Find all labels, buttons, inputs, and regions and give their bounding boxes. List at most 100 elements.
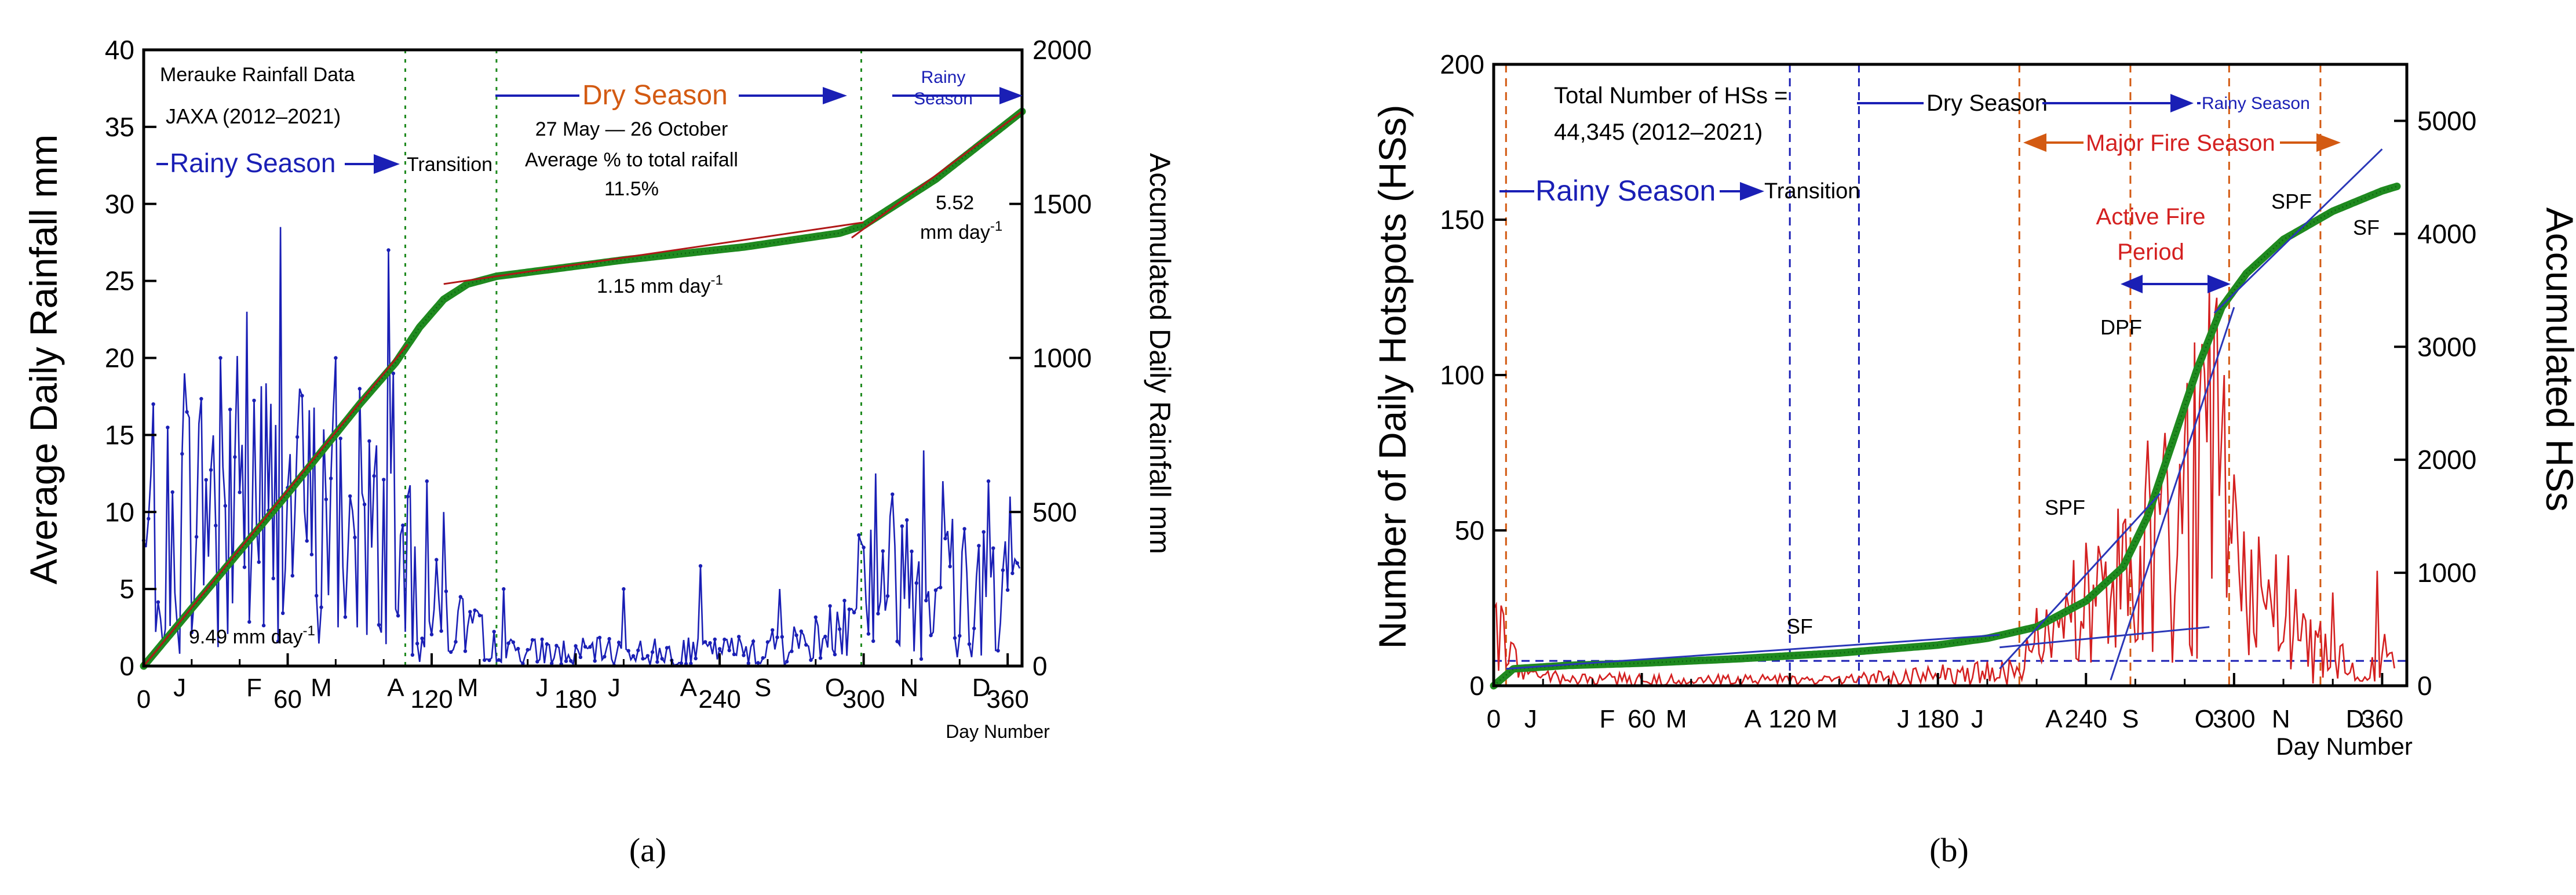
daily-data-point bbox=[597, 635, 602, 640]
daily-data-point bbox=[895, 639, 899, 643]
daily-data-point bbox=[353, 535, 357, 540]
y-left-tick-label: 0 bbox=[1469, 671, 1484, 701]
daily-data-point bbox=[852, 610, 856, 614]
daily-data-point bbox=[847, 607, 852, 612]
daily-data-point bbox=[483, 658, 487, 662]
daily-data-point bbox=[209, 468, 213, 472]
daily-data-point bbox=[564, 659, 568, 663]
daily-data-point bbox=[910, 550, 914, 554]
panel-a-y-right-title: Accumulated Daily Rainfall mm bbox=[1144, 153, 1176, 554]
daily-data-point bbox=[607, 636, 611, 641]
x-tick-label: 180 bbox=[554, 685, 597, 714]
month-label: N bbox=[2272, 705, 2290, 733]
daily-data-point bbox=[391, 371, 395, 376]
panel-a-guides bbox=[404, 50, 862, 666]
daily-data-point bbox=[660, 657, 664, 661]
daily-data-point bbox=[804, 643, 808, 647]
daily-data-point bbox=[334, 356, 338, 360]
daily-series-line bbox=[143, 227, 1021, 668]
panel-b-guides bbox=[1494, 64, 2407, 686]
daily-data-point bbox=[463, 649, 468, 653]
x-tick-label: 0 bbox=[137, 685, 151, 714]
panel-b-active-arrowhead-left bbox=[2121, 275, 2143, 293]
daily-data-point bbox=[449, 650, 453, 654]
panel-b-fire-arrowhead-left bbox=[2023, 133, 2046, 152]
daily-data-point bbox=[257, 560, 261, 564]
panel-a-rainy-right-2: Season bbox=[914, 89, 973, 108]
x-tick-label: 0 bbox=[1487, 705, 1501, 733]
daily-data-point bbox=[593, 659, 597, 663]
panel-a-dry-season-label: Dry Season bbox=[582, 80, 728, 111]
y-right-tick-label: 1000 bbox=[2417, 558, 2476, 588]
panel-b-fit-lines bbox=[1506, 148, 2383, 681]
y-left-tick-label: 40 bbox=[105, 35, 134, 65]
daily-data-point bbox=[626, 649, 630, 653]
daily-data-point bbox=[377, 623, 381, 627]
daily-data-point bbox=[933, 588, 938, 592]
panel-a-accumulated-series bbox=[140, 107, 1026, 670]
daily-data-point bbox=[319, 605, 323, 609]
daily-data-point bbox=[506, 641, 510, 645]
daily-data-point bbox=[454, 640, 458, 644]
daily-data-point bbox=[238, 490, 242, 494]
panel-a-rate-dry: 1.15 mm day-1 bbox=[597, 272, 723, 297]
daily-data-point bbox=[535, 660, 539, 664]
y-right-tick-label: 0 bbox=[1032, 651, 1048, 681]
daily-data-point bbox=[631, 654, 636, 658]
daily-data-point bbox=[281, 611, 285, 616]
panel-a-fit-lines bbox=[143, 111, 1023, 667]
y-left-tick-label: 15 bbox=[105, 420, 134, 450]
month-label: J bbox=[608, 674, 621, 702]
daily-data-point bbox=[732, 652, 736, 657]
daily-data-point bbox=[233, 455, 237, 459]
daily-data-point bbox=[329, 476, 333, 481]
daily-data-point bbox=[924, 598, 928, 603]
daily-data-point bbox=[1015, 561, 1019, 565]
daily-data-point bbox=[813, 615, 818, 620]
x-tick-label: 240 bbox=[2065, 705, 2107, 733]
fit-line bbox=[1999, 626, 2210, 649]
daily-data-point bbox=[737, 635, 741, 639]
daily-data-point bbox=[765, 640, 770, 644]
daily-data-point bbox=[185, 410, 189, 414]
daily-data-point bbox=[194, 534, 199, 539]
daily-data-point bbox=[357, 387, 362, 391]
x-tick-label: 60 bbox=[1628, 705, 1656, 733]
y-left-tick-label: 20 bbox=[105, 343, 134, 373]
daily-data-point bbox=[199, 396, 203, 401]
daily-data-point bbox=[866, 632, 871, 636]
daily-data-point bbox=[717, 647, 722, 651]
panel-b-y-right-title: Accumulated HSs bbox=[2538, 208, 2576, 512]
daily-data-point bbox=[214, 523, 218, 527]
daily-data-point bbox=[415, 642, 419, 646]
daily-data-point bbox=[962, 527, 966, 531]
daily-data-point bbox=[420, 636, 424, 641]
panel-a-y-left-title: Average Daily Rainfall mm bbox=[22, 134, 65, 584]
daily-data-point bbox=[948, 565, 952, 569]
daily-data-point bbox=[156, 600, 160, 604]
daily-data-point bbox=[242, 565, 247, 569]
month-label: D bbox=[972, 674, 991, 702]
panel-b-total-1: Total Number of HSs = bbox=[1554, 83, 1788, 108]
daily-data-point bbox=[679, 661, 684, 665]
daily-data-point bbox=[641, 657, 645, 661]
daily-data-point bbox=[857, 533, 861, 537]
daily-data-point bbox=[713, 637, 717, 642]
panel-b-sf-high: SF bbox=[2353, 216, 2380, 239]
x-tick-label: 300 bbox=[842, 685, 885, 714]
daily-data-point bbox=[550, 661, 554, 665]
daily-data-point bbox=[689, 661, 693, 665]
fit-line bbox=[1506, 634, 2000, 670]
panel-b-spf-low: SPF bbox=[2045, 496, 2085, 519]
daily-data-point bbox=[636, 648, 640, 653]
panel-a-rainy-season-label: Rainy Season bbox=[170, 148, 335, 178]
panel-b-x-title: Day Number bbox=[2276, 733, 2413, 760]
x-tick-label: 360 bbox=[986, 685, 1028, 714]
panel-b-rainy-season-right: Rainy Season bbox=[2202, 94, 2310, 113]
daily-data-point bbox=[583, 645, 588, 649]
daily-data-point bbox=[540, 637, 544, 642]
daily-data-point bbox=[914, 581, 918, 585]
daily-data-point bbox=[727, 648, 731, 653]
daily-data-point bbox=[526, 647, 530, 652]
month-label: M bbox=[1666, 705, 1687, 733]
